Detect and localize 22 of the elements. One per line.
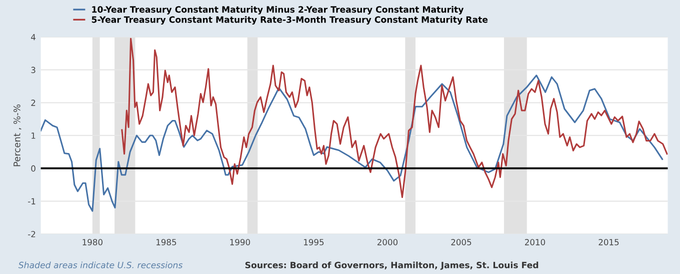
legend-label: 10-Year Treasury Constant Maturity Minus 2-Year Treasury Constant Maturity	[92, 6, 464, 14]
y-tick-label: -2	[28, 230, 36, 238]
x-tick-label: 1980	[82, 239, 102, 246]
y-tick-label: 3	[31, 66, 36, 74]
x-tick-label: 2015	[598, 239, 619, 246]
line-series	[121, 38, 668, 198]
y-axis-title: Percent , %-%	[13, 104, 22, 166]
x-tick-label: 1990	[230, 239, 250, 246]
x-tick-label: 2000	[377, 239, 398, 246]
x-tick-label: 1985	[156, 239, 176, 246]
x-tick-label: 2005	[451, 239, 472, 246]
text: Shaded areas indicate U.S. recessions	[18, 262, 183, 268]
y-tick-label: 2	[31, 100, 36, 106]
x-tick-label: 2010	[525, 239, 546, 246]
x-tick-label: 1995	[304, 239, 324, 246]
y-tick-label: 4	[31, 34, 36, 40]
y-tick-label: 1	[32, 132, 36, 139]
legend-label: 5-Year Treasury Constant Maturity Rate-3-Month Treasury Constant Maturity Rate	[92, 16, 488, 25]
y-tick-label: 0	[31, 165, 36, 172]
y-tick-label: -1	[28, 198, 36, 204]
source-note: Sources: Board of Governors, Hamilton, James, St. Louis Fed	[245, 262, 538, 270]
line-series	[40, 74, 664, 212]
